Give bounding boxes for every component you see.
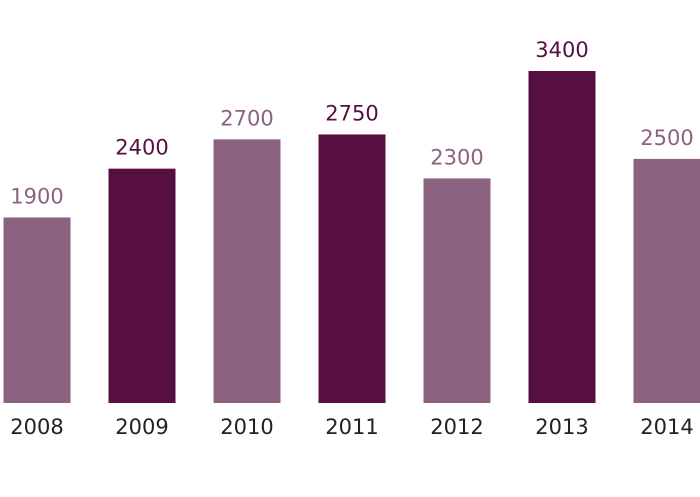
data-label: 1900 [10,184,63,208]
bar [633,158,700,403]
data-label: 2400 [115,136,168,160]
bar [318,134,386,403]
x-tick-label: 2011 [325,415,378,439]
bar [213,139,281,403]
bar [423,178,491,403]
bar [528,71,596,403]
x-tick-label: 2009 [115,415,168,439]
x-tick-label: 2012 [430,415,483,439]
bar [3,217,71,403]
data-label: 2750 [325,101,378,125]
data-label: 3400 [535,38,588,62]
x-tick-label: 2014 [640,415,693,439]
x-tick-label: 2010 [220,415,273,439]
x-tick-label: 2013 [535,415,588,439]
data-label: 2300 [430,145,483,169]
data-label: 2700 [220,106,273,130]
bar [108,168,176,403]
x-tick-label: 2008 [10,415,63,439]
data-label: 2500 [640,126,693,150]
